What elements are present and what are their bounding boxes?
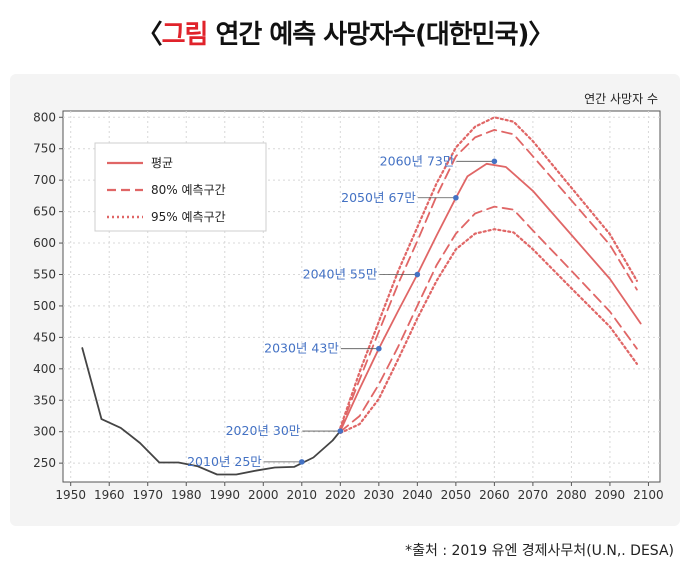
pi80-line [339, 205, 638, 433]
legend-label: 80% 예측구간 [151, 183, 226, 197]
y-tick-label: 550 [33, 267, 56, 281]
x-tick-label: 2020 [325, 488, 356, 502]
annotation-label: 2040년 55만 [303, 266, 378, 281]
x-tick-label: 2090 [595, 488, 626, 502]
pi80-line [339, 129, 638, 431]
y-tick-label: 250 [33, 456, 56, 470]
y-tick-label: 450 [33, 330, 56, 344]
title-open-bracket: 〈 [136, 20, 163, 50]
title-close-bracket: 〉 [528, 20, 554, 50]
x-tick-label: 2060 [479, 488, 510, 502]
annotation-label: 2020년 30만 [226, 423, 301, 438]
annotation-point [414, 271, 421, 278]
x-tick-label: 1950 [55, 488, 86, 502]
x-tick-label: 2080 [556, 488, 587, 502]
annotation-point [299, 459, 305, 465]
x-tick-label: 2010 [287, 488, 318, 502]
annotation-point [453, 194, 459, 201]
title-text: 연간 예측 사망자수(대한민국) [207, 20, 529, 50]
x-tick-label: 2040 [402, 488, 433, 502]
x-tick-label: 1990 [209, 488, 240, 502]
title-accent: 그림 [161, 20, 209, 50]
x-tick-label: 1960 [94, 488, 125, 502]
annotation-label: 2030년 43만 [264, 341, 339, 356]
y-tick-label: 300 [33, 425, 56, 439]
annotation-point [491, 158, 498, 165]
annotation-point [337, 428, 344, 434]
pi95-line [339, 228, 638, 435]
pi95-line [339, 116, 638, 429]
y-tick-label: 350 [33, 393, 56, 407]
x-tick-label: 2100 [633, 488, 664, 502]
annotation-label: 2010년 25만 [187, 454, 262, 469]
x-tick-label: 2030 [364, 488, 395, 502]
y-tick-label: 800 [33, 110, 56, 124]
mean-projection-line [339, 162, 642, 432]
x-tick-label: 1980 [171, 488, 202, 502]
historical-line [81, 347, 342, 476]
source-note: *출처 : 2019 유엔 경제사무처(U.N,. DESA) [405, 543, 674, 559]
y-tick-label: 700 [33, 173, 56, 187]
chart-title: 〈그림 연간 예측 사망자수(대한민국)〉 [0, 14, 690, 51]
x-tick-label: 2050 [441, 488, 472, 502]
annotation-label: 2060년 73만 [380, 153, 455, 168]
y-tick-label: 650 [33, 205, 56, 219]
annotation-label: 2050년 67만 [341, 190, 416, 205]
y-tick-label: 500 [33, 299, 56, 313]
x-tick-label: 1970 [132, 488, 163, 502]
y-tick-label: 400 [33, 362, 56, 376]
legend-label: 95% 예측구간 [151, 210, 226, 224]
y-axis-label: 연간 사망자 수 [584, 92, 658, 106]
x-tick-label: 2000 [248, 488, 279, 502]
y-tick-label: 750 [33, 142, 56, 156]
x-tick-label: 2070 [518, 488, 549, 502]
annotation-point [376, 345, 382, 352]
y-tick-label: 600 [33, 236, 56, 250]
legend-label: 평균 [151, 156, 173, 170]
